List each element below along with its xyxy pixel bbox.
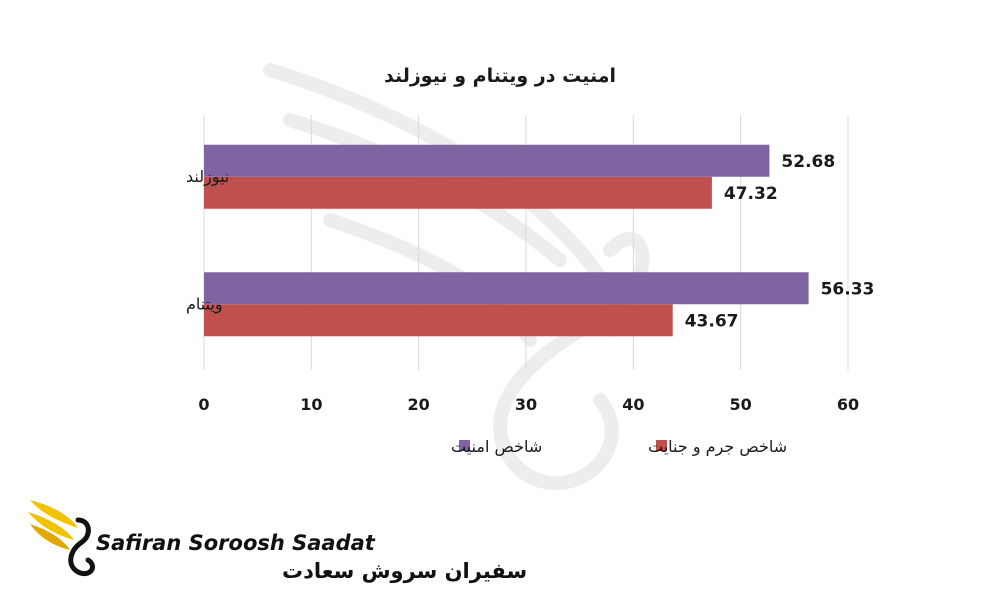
legend-label-crime: شاخص جرم و جنایت [648, 437, 787, 457]
category-label: ویتنام [186, 294, 223, 314]
x-tick-label: 0 [198, 395, 209, 414]
category-label: نیوزلند [186, 167, 229, 187]
data-label: 43.67 [685, 311, 739, 331]
bar [204, 304, 673, 337]
category-labels: نیوزلند ویتنام [186, 167, 229, 315]
company-logo: Safiran Soroosh Saadat سفیران سروش سعادت [28, 500, 527, 583]
x-tick-label: 10 [300, 395, 322, 414]
legend-label-security: شاخص امنیت [451, 437, 542, 457]
bars [204, 144, 809, 337]
x-tick-label: 60 [837, 395, 859, 414]
bar [204, 144, 770, 177]
x-tick-label: 20 [408, 395, 430, 414]
logo-text-english: Safiran Soroosh Saadat [96, 531, 376, 555]
data-label: 56.33 [821, 279, 875, 299]
x-tick-label: 30 [515, 395, 537, 414]
chart-title: امنیت در ویتنام و نیوزلند [384, 65, 616, 87]
legend-swatch-crime [656, 440, 667, 451]
bar [204, 176, 712, 209]
bar [204, 272, 809, 305]
x-tick-label: 50 [730, 395, 752, 414]
x-tick-label: 40 [622, 395, 644, 414]
logo-text-persian: سفیران سروش سعادت [282, 559, 527, 583]
x-tick-labels: 0 10 20 30 40 50 60 [198, 395, 859, 414]
data-label: 47.32 [724, 184, 778, 204]
wing-icon [28, 500, 95, 576]
legend: شاخص جرم و جنایت شاخص امنیت [451, 437, 787, 457]
data-label: 52.68 [781, 152, 835, 172]
legend-swatch-security [459, 440, 470, 451]
